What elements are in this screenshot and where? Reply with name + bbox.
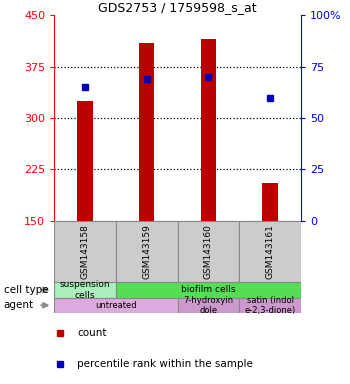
Bar [139, 43, 154, 221]
Title: GDS2753 / 1759598_s_at: GDS2753 / 1759598_s_at [98, 1, 257, 14]
Text: percentile rank within the sample: percentile rank within the sample [77, 359, 253, 369]
Bar [262, 183, 278, 221]
Text: count: count [77, 328, 106, 338]
Bar [201, 39, 216, 221]
Text: suspension
cells: suspension cells [60, 280, 110, 300]
Text: 7-hydroxyin
dole: 7-hydroxyin dole [183, 296, 233, 315]
Bar [54, 298, 177, 313]
Text: satin (indol
e-2,3-dione): satin (indol e-2,3-dione) [245, 296, 296, 315]
Bar [239, 298, 301, 313]
Text: biofilm cells: biofilm cells [181, 285, 236, 295]
Text: cell type: cell type [4, 285, 48, 295]
Text: GSM143161: GSM143161 [266, 224, 275, 279]
Text: GSM143158: GSM143158 [80, 224, 90, 279]
Bar [54, 221, 116, 282]
Bar [54, 282, 116, 298]
Bar [239, 221, 301, 282]
Bar [177, 298, 239, 313]
Text: GSM143160: GSM143160 [204, 224, 213, 279]
Text: GSM143159: GSM143159 [142, 224, 151, 279]
Text: agent: agent [4, 300, 34, 310]
Bar [116, 221, 177, 282]
Bar [116, 282, 301, 298]
Bar [77, 101, 93, 221]
Bar [177, 221, 239, 282]
Text: untreated: untreated [95, 301, 137, 310]
